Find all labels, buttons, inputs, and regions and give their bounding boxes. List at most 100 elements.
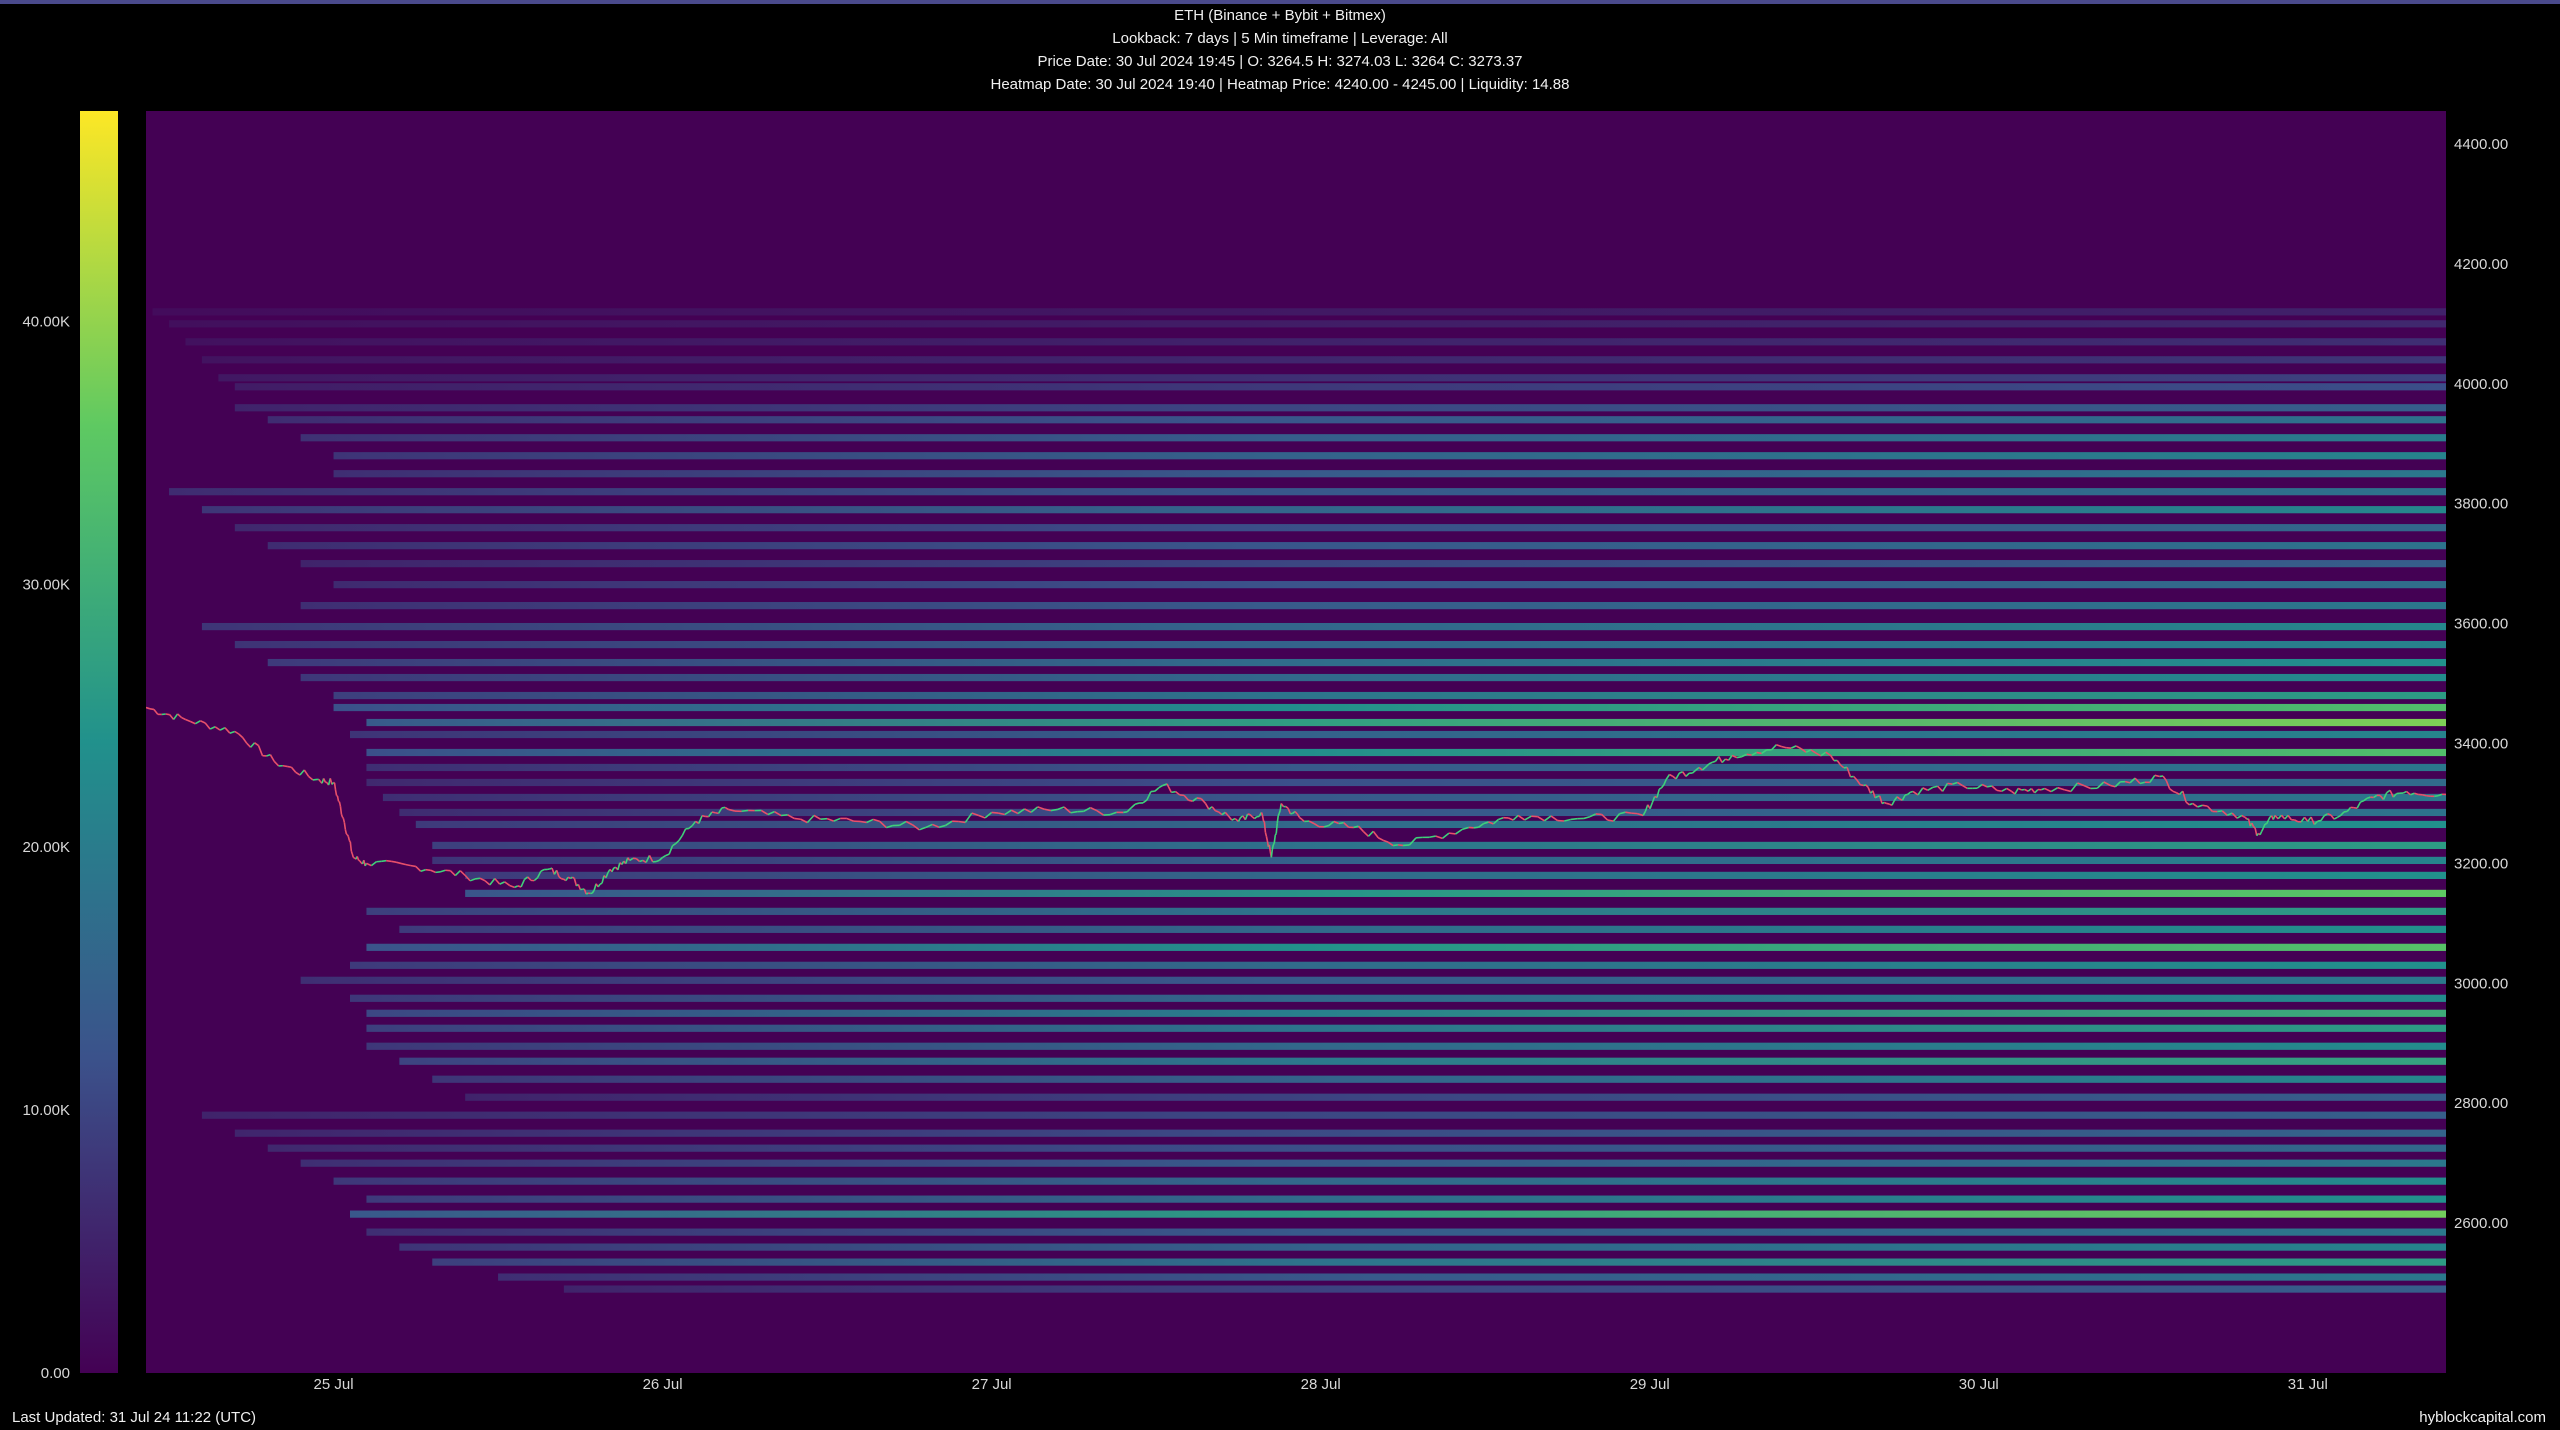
price-segment: [410, 864, 416, 868]
liquidity-band: [350, 961, 2446, 969]
price-segment: [345, 833, 348, 836]
price-segment: [1435, 835, 1443, 840]
y-tick-label: 3600.00: [2454, 616, 2508, 633]
price-segment: [338, 801, 342, 807]
price-segment: [1731, 754, 1738, 759]
liquidity-band: [432, 841, 2446, 850]
price-segment: [2175, 791, 2180, 796]
price-segment: [2310, 816, 2316, 825]
liquidity-band: [382, 793, 2446, 802]
price-segment: [2103, 781, 2111, 787]
price-segment: [2154, 774, 2160, 778]
price-segment: [2169, 788, 2174, 792]
price-segment: [536, 870, 542, 879]
price-segment: [567, 876, 571, 880]
price-segment: [2262, 823, 2266, 829]
price-segment: [1483, 821, 1489, 825]
price-segment: [698, 815, 703, 824]
price-segment: [1408, 837, 1417, 846]
price-segment: [1741, 753, 1748, 758]
price-segment: [494, 877, 501, 885]
price-segment: [1922, 787, 1929, 791]
price-segment: [1825, 751, 1832, 757]
price-segment: [2057, 786, 2065, 791]
price-segment: [678, 835, 684, 841]
price-segment: [1221, 811, 1226, 816]
price-segment: [1570, 817, 1578, 821]
price-segment: [1265, 836, 1269, 842]
liquidity-band: [333, 452, 2446, 460]
price-segment: [1478, 823, 1485, 828]
price-segment: [1498, 816, 1504, 821]
liquidity-band: [234, 1129, 2446, 1137]
price-segment: [1800, 747, 1807, 753]
colorbar-tick-label: 0.00: [41, 1365, 70, 1382]
liquidity-band: [234, 640, 2446, 649]
liquidity-band: [399, 1057, 2446, 1065]
price-segment: [978, 814, 986, 819]
price-segment: [2185, 801, 2190, 806]
liquidity-band: [350, 994, 2446, 1002]
price-segment: [1718, 756, 1723, 763]
price-segment: [1612, 813, 1621, 822]
price-segment: [648, 855, 654, 863]
price-segment: [1981, 783, 1988, 788]
price-segment: [1158, 784, 1164, 789]
price-segment: [343, 822, 347, 830]
price-segment: [918, 826, 927, 831]
price-segment: [1705, 763, 1710, 768]
price-segment: [165, 713, 170, 716]
price-segment: [591, 889, 595, 894]
price-segment: [1961, 784, 1968, 790]
price-segment: [1756, 751, 1762, 755]
price-segment: [1287, 807, 1292, 815]
price-segment: [1134, 802, 1140, 806]
price-segment: [2389, 789, 2395, 798]
price-segment: [1429, 835, 1436, 839]
price-segment: [1904, 793, 1908, 796]
price-segment: [658, 856, 664, 861]
price-segment: [1941, 782, 1949, 792]
price-segment: [266, 753, 271, 757]
price-segment: [334, 789, 338, 796]
price-segment: [1362, 830, 1369, 837]
price-segment: [715, 811, 719, 815]
liquidity-band: [366, 718, 2446, 727]
heatmap-info: Heatmap Date: 30 Jul 2024 19:40 | Heatma…: [990, 76, 1570, 93]
price-segment: [627, 857, 631, 861]
price-segment: [577, 884, 582, 890]
price-segment: [390, 860, 397, 863]
price-segment: [1146, 791, 1152, 801]
price-segment: [1884, 801, 1887, 805]
lookback-info: Lookback: 7 days | 5 Min timeframe | Lev…: [1112, 30, 1448, 47]
price-segment: [2247, 818, 2252, 827]
price-segment: [1840, 764, 1845, 769]
price-segment: [2125, 780, 2131, 784]
x-axis-ticks: 25 Jul 26 Jul 27 Jul 28 Jul 29 Jul 30 Jul 31 J…: [314, 1376, 2328, 1393]
price-segment: [1751, 751, 1758, 756]
liquidity-band: [234, 383, 2446, 391]
liquidity-band: [333, 581, 2446, 589]
price-segment: [2414, 792, 2419, 796]
liquidity-band: [465, 1093, 2446, 1101]
price-segment: [1810, 749, 1817, 754]
price-segment: [234, 730, 240, 735]
price-segment: [1853, 775, 1858, 781]
price-segment: [2192, 802, 2199, 808]
price-segment: [1675, 772, 1681, 780]
liquidation-heatmap-chart[interactable]: 0.00 10.00K 20.00K 30.00K 40.00K 4400.00 4200…: [0, 0, 2560, 1400]
price-segment: [238, 733, 244, 739]
price-segment: [599, 882, 603, 885]
price-segment: [509, 884, 515, 889]
price-segment: [1262, 820, 1266, 823]
price-segment: [1313, 822, 1320, 828]
y-tick-label: 3000.00: [2454, 975, 2508, 992]
price-segment: [415, 865, 422, 872]
price-segment: [571, 876, 575, 880]
liquidity-band: [399, 808, 2446, 817]
price-segment: [322, 778, 327, 783]
liquidity-band: [333, 703, 2446, 712]
liquidity-band: [234, 404, 2446, 412]
price-segment: [1746, 753, 1752, 756]
price-segment: [1142, 799, 1148, 804]
